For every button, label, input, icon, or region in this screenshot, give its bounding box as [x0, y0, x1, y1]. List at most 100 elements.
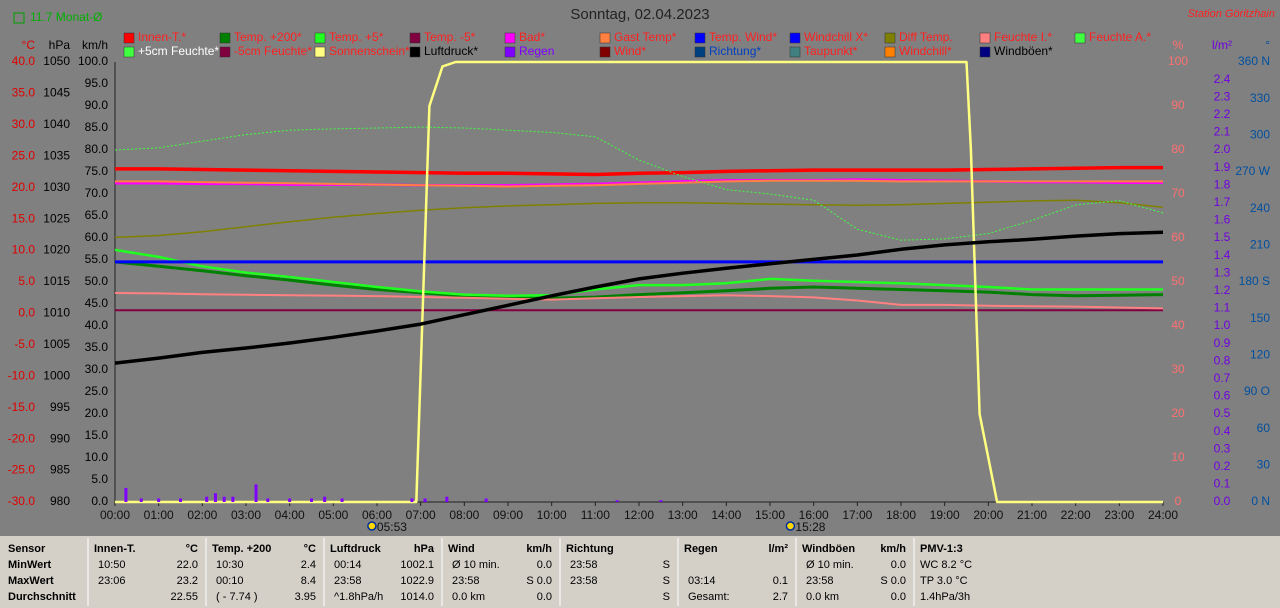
- y-tick-label: 30: [1171, 362, 1185, 376]
- legend-swatch[interactable]: [884, 46, 896, 58]
- column-unit: km/h: [526, 543, 552, 555]
- y-tick-label: 360 N: [1238, 54, 1270, 68]
- y-tick-label: 100: [1168, 54, 1188, 68]
- rain-bar: [659, 500, 663, 502]
- legend-swatch[interactable]: [219, 32, 231, 44]
- legend-swatch[interactable]: [979, 32, 991, 44]
- legend-swatch[interactable]: [979, 46, 991, 58]
- legend-swatch[interactable]: [504, 32, 516, 44]
- station-name: Station Göritzhain: [1188, 8, 1275, 20]
- y-tick-label: 80.0: [85, 142, 109, 156]
- y-tick-label: 20.0: [85, 406, 109, 420]
- legend-swatch[interactable]: [314, 46, 326, 58]
- y-tick-label: 180 S: [1239, 274, 1270, 288]
- legend-label: Temp. +200*: [234, 30, 302, 44]
- rain-bar: [179, 498, 182, 502]
- y-tick-label: 0 N: [1251, 494, 1270, 508]
- cell-right: 22.55: [170, 591, 198, 603]
- checkbox[interactable]: [13, 12, 25, 24]
- legend-label: Luftdruck*: [424, 44, 478, 58]
- legend-label: Gast Temp*: [614, 30, 677, 44]
- legend-swatch[interactable]: [409, 32, 421, 44]
- column-header: Temp. +200: [212, 543, 271, 555]
- y-tick-label: 5.0: [18, 274, 35, 288]
- legend-swatch[interactable]: [694, 32, 706, 44]
- legend-swatch[interactable]: [599, 32, 611, 44]
- legend-label: -5cm Feuchte*: [234, 44, 312, 58]
- cell-right: S 0.0: [880, 575, 906, 587]
- y-tick-label: 0.0: [91, 494, 108, 508]
- x-tick-label: 04:00: [275, 508, 305, 522]
- marker-label: 05:53: [377, 520, 407, 534]
- y-tick-label: 2.2: [1214, 107, 1231, 121]
- legend-label: +5cm Feuchte*: [138, 44, 219, 58]
- y-tick-label: 2.1: [1214, 125, 1231, 139]
- sun-marker: [367, 521, 377, 531]
- legend-swatch[interactable]: [123, 46, 135, 58]
- legend-swatch[interactable]: [314, 32, 326, 44]
- legend-label: Regen: [519, 44, 554, 58]
- column-header: PMV-1:3: [920, 543, 963, 555]
- cell-left: Ø 10 min.: [452, 559, 500, 571]
- y-tick-label: 1025: [43, 211, 70, 225]
- y-tick-label: 60: [1257, 421, 1271, 435]
- legend-swatch[interactable]: [789, 32, 801, 44]
- y-tick-label: 150: [1250, 311, 1270, 325]
- rain-bar: [484, 498, 488, 502]
- y-tick-label: 1045: [43, 86, 70, 100]
- legend-label: Temp. -5*: [424, 30, 476, 44]
- x-tick-label: 15:00: [755, 508, 785, 522]
- y-tick-label: 70: [1171, 186, 1185, 200]
- y-tick-label: 980: [50, 494, 70, 508]
- x-tick-label: 09:00: [493, 508, 523, 522]
- legend-label: Wind*: [614, 44, 646, 58]
- cell-left: 1.4hPa/3h: [920, 591, 970, 603]
- cell-left: TP 3.0 °C: [920, 575, 968, 587]
- cell-right: 2.7: [773, 591, 788, 603]
- y-tick-label: 95.0: [85, 76, 109, 90]
- y-tick-label: 35.0: [85, 340, 109, 354]
- axis-unit: °: [1265, 38, 1270, 52]
- series-line: [114, 126, 1164, 241]
- legend-swatch[interactable]: [789, 46, 801, 58]
- series-line: [114, 248, 1163, 298]
- x-tick-label: 03:00: [231, 508, 261, 522]
- rain-bar: [266, 498, 270, 502]
- y-tick-label: -20.0: [8, 431, 36, 445]
- marker-label: 15:28: [795, 520, 825, 534]
- y-tick-label: 240: [1250, 201, 1270, 215]
- cell-right: 1014.0: [400, 591, 434, 603]
- cell-right: 0.0: [891, 559, 906, 571]
- y-tick-label: 1.2: [1214, 283, 1231, 297]
- x-tick-label: 21:00: [1017, 508, 1047, 522]
- y-tick-label: 35.0: [12, 86, 36, 100]
- cell-right: 3.95: [295, 591, 316, 603]
- legend-swatch[interactable]: [409, 46, 421, 58]
- table-background: [0, 536, 1280, 608]
- legend-swatch[interactable]: [694, 46, 706, 58]
- series-line: [115, 179, 1163, 188]
- legend-swatch[interactable]: [219, 46, 231, 58]
- rain-bar: [157, 498, 161, 502]
- legend-label: Windböen*: [994, 44, 1053, 58]
- y-tick-label: 990: [50, 431, 70, 445]
- y-tick-label: -25.0: [8, 463, 36, 477]
- column-unit: °C: [304, 543, 316, 555]
- y-tick-label: 985: [50, 463, 70, 477]
- cell-left: Ø 10 min.: [806, 559, 854, 571]
- column-unit: km/h: [880, 543, 906, 555]
- series-line: [115, 165, 1163, 177]
- legend-swatch[interactable]: [599, 46, 611, 58]
- y-tick-label: 0.9: [1214, 336, 1231, 350]
- y-tick-label: 65.0: [85, 208, 109, 222]
- rain-bar: [410, 498, 414, 502]
- legend-label: Temp. Wind*: [709, 30, 777, 44]
- cell-left: 00:10: [216, 575, 244, 587]
- legend-swatch[interactable]: [1074, 32, 1086, 44]
- legend-swatch[interactable]: [123, 32, 135, 44]
- rain-bar: [615, 500, 619, 502]
- column-header: Wind: [448, 543, 475, 555]
- legend-swatch[interactable]: [884, 32, 896, 44]
- legend-swatch[interactable]: [504, 46, 516, 58]
- row-label: Durchschnitt: [8, 591, 76, 603]
